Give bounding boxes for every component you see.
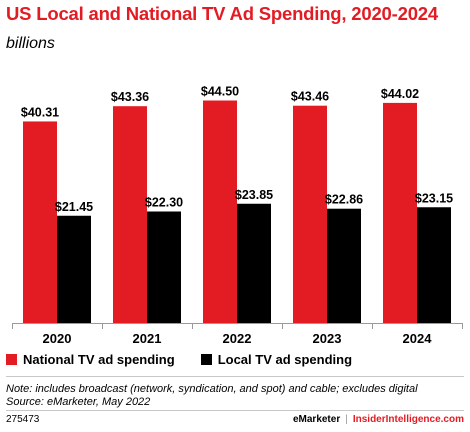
- brand-insiderintelligence: InsiderIntelligence.com: [352, 414, 464, 425]
- legend-item-local: Local TV ad spending: [200, 352, 353, 367]
- note-block: Note: includes broadcast (network, syndi…: [6, 383, 418, 409]
- x-tick-label-2020: 2020: [43, 331, 72, 346]
- bar-local-2021: [147, 211, 181, 323]
- footer: 275473 eMarketer | InsiderIntelligence.com: [6, 414, 464, 425]
- value-label-national-2023: $43.46: [291, 90, 329, 104]
- x-tick-label-2024: 2024: [403, 331, 433, 346]
- bars-group: [23, 100, 451, 324]
- footer-brand: eMarketer | InsiderIntelligence.com: [293, 414, 464, 425]
- footer-separator: |: [345, 414, 348, 425]
- value-label-national-2022: $44.50: [201, 85, 239, 99]
- x-tick-label-2023: 2023: [313, 331, 342, 346]
- divider-top: [6, 376, 464, 377]
- legend-item-national: National TV ad spending: [6, 352, 175, 367]
- legend: National TV ad spending Local TV ad spen…: [6, 352, 378, 367]
- bar-national-2022: [203, 100, 237, 323]
- legend-swatch-national: [6, 354, 17, 365]
- value-label-local-2020: $21.45: [55, 200, 93, 214]
- value-label-local-2023: $22.86: [325, 193, 363, 207]
- x-tick-label-2022: 2022: [223, 331, 252, 346]
- value-label-local-2022: $23.85: [235, 188, 273, 202]
- bar-local-2023: [327, 208, 361, 323]
- value-label-national-2020: $40.31: [21, 105, 59, 119]
- brand-emarketer: eMarketer: [292, 414, 341, 425]
- legend-label-local: Local TV ad spending: [217, 352, 353, 367]
- value-label-national-2021: $43.36: [111, 90, 149, 104]
- x-tick-label-2021: 2021: [133, 331, 162, 346]
- source-text: Source: eMarketer, May 2022: [6, 396, 151, 408]
- value-label-national-2024: $44.02: [381, 87, 419, 101]
- bar-national-2020: [23, 121, 57, 323]
- chart-id: 275473: [6, 414, 40, 425]
- bar-local-2020: [57, 215, 91, 323]
- value-label-local-2021: $22.30: [145, 196, 183, 210]
- chart-title: US Local and National TV Ad Spending, 20…: [6, 3, 438, 24]
- bar-national-2023: [293, 105, 327, 323]
- chart-subtitle: billions: [6, 35, 55, 52]
- note-text: Note: includes broadcast (network, syndi…: [6, 383, 418, 395]
- bar-local-2022: [237, 203, 271, 323]
- bar-chart: $40.31 $21.45 $43.36 $22.30 $44.50 $23.85 $43.…: [12, 85, 463, 346]
- bar-national-2021: [113, 106, 147, 323]
- bar-local-2024: [417, 207, 451, 323]
- value-labels-group: $40.31 $21.45 $43.36 $22.30 $44.50 $23.85 $43.…: [21, 85, 453, 214]
- legend-swatch-local: [200, 354, 212, 365]
- legend-label-national: National TV ad spending: [23, 352, 175, 367]
- x-axis: 2020 2021 2022 2023 2024: [12, 323, 463, 346]
- bar-national-2024: [383, 102, 417, 324]
- value-label-local-2024: $23.15: [415, 191, 453, 205]
- divider-bottom: [6, 410, 464, 411]
